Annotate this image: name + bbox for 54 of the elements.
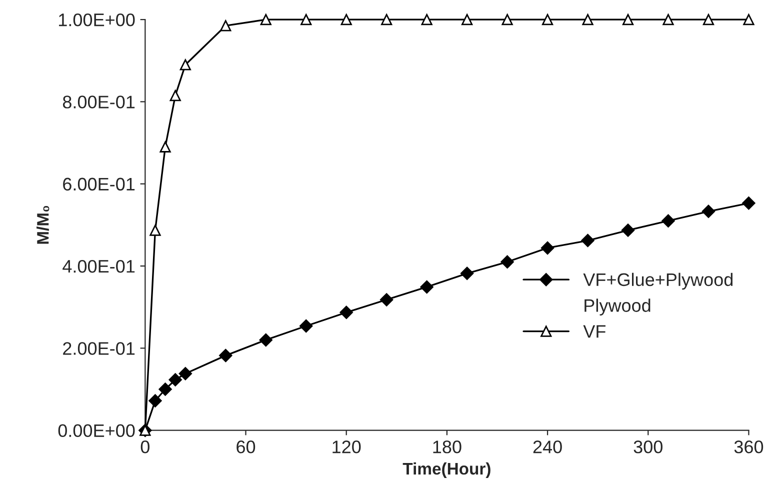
x-tick-label: 180 xyxy=(433,440,462,454)
point xyxy=(502,14,513,26)
y-tick-label: 6.00E-01 xyxy=(63,178,135,191)
point xyxy=(702,204,716,218)
point xyxy=(702,14,714,26)
point xyxy=(742,196,756,210)
x-tick-label: 0 xyxy=(140,440,150,454)
legend-label: VF xyxy=(583,325,606,338)
point xyxy=(460,266,474,280)
point xyxy=(340,306,353,320)
point xyxy=(500,255,514,268)
point xyxy=(219,348,232,362)
x-tick-label: 360 xyxy=(734,440,764,454)
annotation: Plywood xyxy=(584,298,650,316)
point xyxy=(180,59,191,70)
y-tick-label: 1.00E+00 xyxy=(59,13,135,26)
point xyxy=(168,373,182,386)
point xyxy=(662,214,675,228)
point xyxy=(148,394,162,408)
point xyxy=(170,90,181,102)
point xyxy=(540,241,554,255)
point xyxy=(340,14,352,26)
point xyxy=(260,14,272,26)
y-tick-label: 0.00E+00 xyxy=(58,424,135,438)
point xyxy=(581,234,594,248)
point xyxy=(582,14,594,26)
y-axis-title: M/M₀ xyxy=(36,206,50,244)
point xyxy=(381,14,392,26)
point xyxy=(300,14,312,26)
point xyxy=(542,14,554,26)
point xyxy=(178,367,192,380)
point xyxy=(160,141,171,152)
y-tick-label: 2.00E-01 xyxy=(63,342,135,355)
point xyxy=(420,280,434,294)
point xyxy=(380,293,394,306)
point xyxy=(220,20,232,32)
y-tick-label: 4.00E-01 xyxy=(62,260,135,273)
point xyxy=(462,14,473,26)
x-tick-label: 60 xyxy=(236,440,256,454)
point xyxy=(158,382,172,396)
x-axis-title: Time(Hour) xyxy=(402,462,490,478)
point xyxy=(662,14,674,26)
point xyxy=(421,14,432,26)
point xyxy=(150,224,161,236)
legend-label: VF+Glue+Plywood xyxy=(583,272,733,290)
x-tick-label: 240 xyxy=(533,440,562,454)
point xyxy=(743,14,754,26)
point xyxy=(300,319,313,333)
y-tick-label: 8.00E-01 xyxy=(62,96,135,108)
x-tick-label: 120 xyxy=(332,440,361,454)
point xyxy=(259,333,272,347)
point xyxy=(622,14,634,26)
point xyxy=(621,224,635,237)
x-tick-label: 300 xyxy=(634,440,662,454)
